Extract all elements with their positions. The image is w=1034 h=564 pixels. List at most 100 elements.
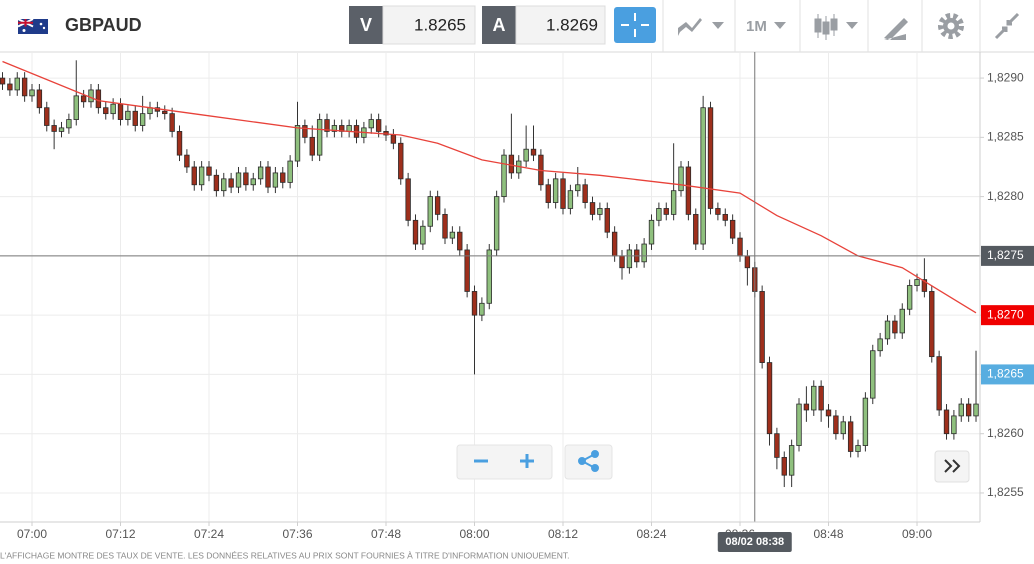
price-marker-label: 1,8275 — [987, 248, 1024, 262]
y-tick-label: 1,8255 — [987, 485, 1024, 499]
candle-body — [442, 213, 448, 239]
candle-body — [117, 103, 124, 120]
candle-body — [818, 385, 824, 411]
candle-body — [921, 279, 928, 292]
candle-body — [73, 95, 79, 120]
candle-body — [914, 279, 920, 286]
candle-body — [737, 237, 743, 257]
disclaimer: L'AFFICHAGE MONTRE DES TAUX DE VENTE. LE… — [0, 550, 570, 559]
candle-body — [125, 110, 131, 120]
sell-button[interactable] — [349, 6, 383, 44]
candle-body — [929, 291, 935, 358]
price-marker — [981, 245, 1034, 266]
candle-body — [700, 107, 706, 245]
candle-body — [294, 125, 301, 162]
candle-body — [811, 385, 817, 411]
candle-body — [198, 166, 205, 186]
candle-body — [51, 125, 57, 132]
candle-body — [405, 178, 411, 221]
buy-price-box[interactable] — [515, 5, 606, 45]
draw-tool-button[interactable] — [884, 18, 908, 40]
candle-body — [493, 196, 500, 251]
timeframe-arrow — [774, 22, 786, 29]
y-tick-label: 1,8280 — [987, 189, 1024, 203]
scroll-right-button[interactable] — [934, 450, 970, 483]
candle-body — [287, 160, 293, 183]
crosshair-button[interactable] — [614, 7, 656, 43]
timeframe[interactable]: 1M — [746, 18, 767, 35]
candle-body — [722, 213, 728, 221]
share-button[interactable] — [564, 444, 613, 480]
candle-body — [228, 178, 234, 188]
zoom-buttons — [456, 444, 613, 480]
candle-body — [892, 320, 898, 334]
candle-body — [906, 285, 913, 310]
candle-body — [567, 190, 574, 209]
candle-body — [176, 131, 183, 156]
candle-body — [302, 125, 308, 138]
candle-body — [508, 154, 515, 174]
candle-body — [368, 119, 374, 129]
candle-body — [36, 89, 43, 109]
zoom-in[interactable] — [520, 454, 534, 468]
candle-body — [95, 89, 102, 109]
crosshair-time-label: 08/02 08:38 — [725, 536, 784, 548]
x-tick-label: 08:48 — [814, 527, 844, 541]
x-tick-label: 07:36 — [282, 527, 312, 541]
collapse-button[interactable] — [994, 12, 1020, 40]
share-icon — [578, 450, 599, 472]
buy-price: 1.8269 — [546, 15, 598, 34]
crosshair-time-box — [717, 532, 792, 552]
candle-body — [44, 107, 50, 126]
candle-body — [398, 142, 404, 180]
price-marker-label: 1,8270 — [987, 307, 1024, 321]
candle-body — [434, 196, 441, 215]
sell-price-box[interactable] — [382, 5, 476, 45]
candle-body — [309, 136, 315, 156]
candle-body — [169, 113, 175, 132]
x-tick-label: 07:12 — [105, 527, 135, 541]
buy-button[interactable] — [482, 6, 516, 44]
candle-body — [707, 107, 714, 209]
chart-type-button[interactable] — [678, 18, 724, 36]
candle-body — [833, 415, 839, 435]
symbol: GBPAUD — [65, 15, 142, 35]
candle-body — [412, 219, 419, 245]
candle-body — [464, 249, 470, 292]
candle-body — [862, 397, 869, 446]
candle-body — [611, 231, 618, 257]
x-tick-label: 07:48 — [371, 527, 401, 541]
candle-body — [88, 89, 94, 103]
candle-body — [162, 110, 168, 115]
moving-average — [2, 60, 977, 314]
candle-body — [545, 184, 551, 203]
settings-button[interactable] — [938, 13, 964, 39]
x-tick-label: 08:00 — [459, 527, 489, 541]
buy-label: A — [493, 15, 506, 35]
candle-body — [449, 231, 456, 239]
candle-body — [840, 421, 846, 435]
candle-body — [206, 166, 212, 176]
candle-body — [936, 356, 942, 411]
candle-body — [803, 403, 810, 411]
candle-type-button[interactable] — [814, 14, 858, 40]
y-tick-label: 1,8285 — [987, 130, 1024, 144]
candle-body — [390, 134, 397, 144]
flag — [17, 18, 48, 34]
x-tick-label: 07:00 — [17, 527, 47, 541]
candle-body — [825, 409, 832, 417]
candle-body — [759, 291, 765, 363]
candle-body — [235, 172, 242, 188]
y-tick-label: 1,8290 — [987, 70, 1024, 84]
candle-body — [280, 172, 286, 183]
candle-body — [58, 127, 65, 132]
candle-body — [589, 202, 596, 215]
x-tick-label: 08:12 — [548, 527, 578, 541]
candle-body — [656, 208, 662, 221]
candle-body — [582, 184, 588, 203]
sell-label: V — [360, 15, 372, 35]
candle-body — [501, 154, 507, 198]
candle-body — [552, 178, 559, 203]
y-tick-label: 1,8260 — [987, 426, 1024, 440]
